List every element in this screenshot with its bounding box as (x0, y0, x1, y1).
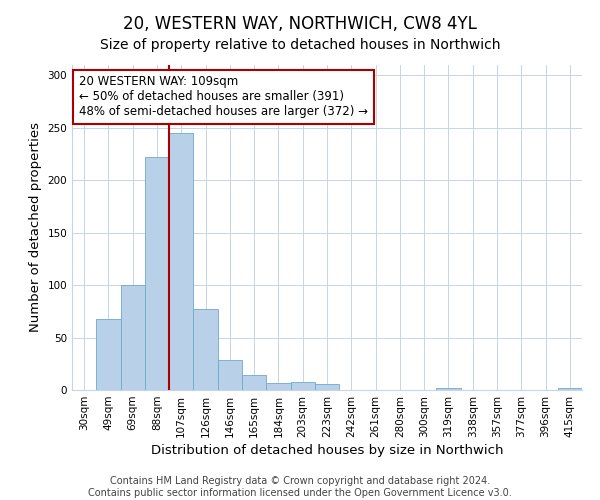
Bar (193, 310, 218, 390)
Bar (96, 318, 121, 390)
Bar (290, 382, 315, 390)
Bar (169, 133, 193, 390)
Bar (558, 388, 582, 390)
Bar (315, 384, 339, 390)
Bar (218, 360, 242, 390)
X-axis label: Distribution of detached houses by size in Northwich: Distribution of detached houses by size … (151, 444, 503, 457)
Bar (436, 388, 461, 390)
Bar (242, 376, 266, 390)
Text: Contains HM Land Registry data © Crown copyright and database right 2024.
Contai: Contains HM Land Registry data © Crown c… (88, 476, 512, 498)
Text: 20 WESTERN WAY: 109sqm
← 50% of detached houses are smaller (391)
48% of semi-de: 20 WESTERN WAY: 109sqm ← 50% of detached… (79, 76, 368, 118)
Text: Size of property relative to detached houses in Northwich: Size of property relative to detached ho… (100, 38, 500, 52)
Bar (121, 285, 145, 390)
Bar (266, 382, 290, 390)
Bar (145, 158, 169, 390)
Y-axis label: Number of detached properties: Number of detached properties (29, 122, 42, 332)
Text: 20, WESTERN WAY, NORTHWICH, CW8 4YL: 20, WESTERN WAY, NORTHWICH, CW8 4YL (123, 15, 477, 33)
